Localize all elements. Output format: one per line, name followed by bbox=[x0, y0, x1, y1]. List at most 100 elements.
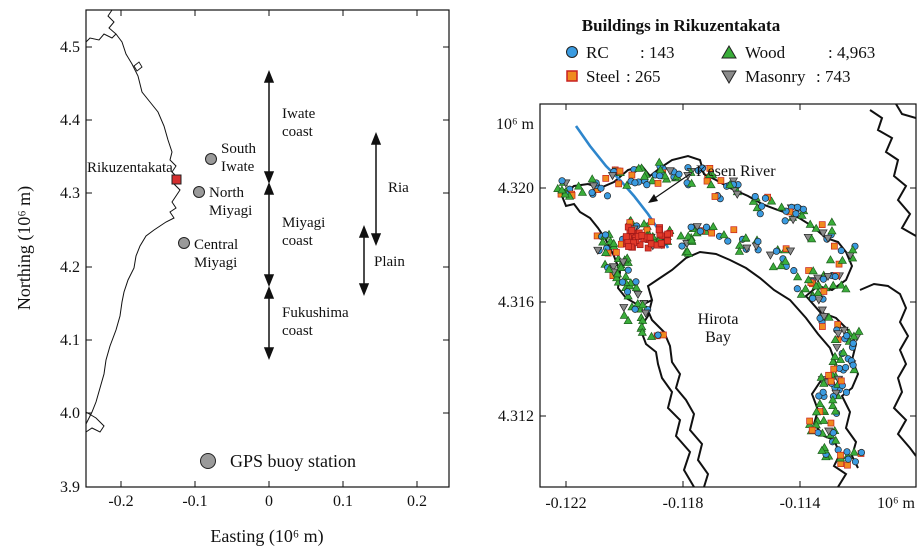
river-pointer bbox=[651, 173, 691, 201]
building-marker bbox=[837, 255, 848, 264]
building-marker bbox=[633, 290, 643, 300]
building-marker bbox=[772, 247, 781, 255]
building-marker bbox=[631, 305, 639, 313]
building-marker bbox=[613, 248, 620, 256]
building-marker bbox=[711, 193, 719, 200]
building-marker bbox=[619, 310, 629, 319]
bay-label-line: Bay bbox=[705, 329, 731, 346]
building-marker bbox=[655, 165, 666, 174]
coast-label-line: coast bbox=[282, 233, 314, 249]
legend-marker-rc bbox=[566, 46, 578, 58]
building-marker bbox=[557, 185, 567, 194]
building-marker bbox=[854, 326, 864, 335]
building-marker bbox=[836, 280, 846, 289]
building-marker bbox=[818, 221, 826, 228]
building-marker bbox=[708, 229, 716, 237]
building-marker bbox=[741, 233, 751, 242]
building-marker bbox=[683, 231, 693, 240]
building-marker bbox=[849, 361, 857, 369]
legend-count-rc: : 143 bbox=[640, 43, 674, 62]
building-marker bbox=[837, 247, 845, 255]
coastal-island bbox=[133, 61, 143, 72]
building-marker bbox=[725, 180, 735, 189]
city-label: Rikuzentakata bbox=[87, 160, 173, 176]
building-marker bbox=[734, 246, 745, 255]
building-marker bbox=[843, 448, 851, 456]
building-marker bbox=[857, 448, 866, 457]
building-marker bbox=[817, 306, 827, 315]
left-coastline bbox=[85, 9, 181, 425]
x-tick-label: -0.118 bbox=[663, 495, 704, 512]
building-marker bbox=[633, 298, 643, 308]
building-marker bbox=[631, 179, 639, 187]
building-marker bbox=[646, 331, 657, 340]
building-marker bbox=[819, 275, 828, 283]
building-marker bbox=[624, 288, 632, 296]
building-marker bbox=[638, 232, 646, 239]
building-marker bbox=[828, 280, 838, 289]
building-marker bbox=[708, 221, 718, 231]
building-marker bbox=[628, 227, 636, 234]
station-label-line: North bbox=[209, 185, 244, 201]
building-marker bbox=[848, 245, 858, 254]
building-marker bbox=[646, 233, 654, 241]
gps-legend-label: GPS buoy station bbox=[230, 451, 356, 471]
right-map: Buildings in Rikuzentakata RC : 143 Wood… bbox=[496, 16, 917, 512]
legend-marker-steel bbox=[566, 70, 578, 82]
building-marker bbox=[724, 237, 732, 245]
building-marker bbox=[704, 169, 715, 179]
legend-label-masonry: Masonry bbox=[745, 67, 806, 86]
building-marker bbox=[827, 419, 835, 427]
building-marker bbox=[766, 196, 777, 205]
building-marker bbox=[807, 234, 817, 243]
x-tick-label: -0.2 bbox=[108, 493, 133, 510]
building-marker bbox=[643, 181, 651, 189]
building-marker bbox=[834, 321, 842, 328]
left-x-axis: -0.2 -0.1 0 0.1 0.2 bbox=[108, 10, 427, 510]
gps-station-central-miyagi bbox=[178, 237, 190, 249]
right-map-title: Buildings in Rikuzentakata bbox=[582, 16, 781, 35]
legend-label-wood: Wood bbox=[745, 43, 786, 62]
southern-lagoon bbox=[85, 411, 105, 433]
building-marker bbox=[827, 217, 837, 226]
building-marker bbox=[588, 189, 596, 197]
building-marker bbox=[648, 218, 655, 226]
building-marker bbox=[754, 237, 762, 245]
building-marker bbox=[837, 460, 845, 467]
building-marker bbox=[602, 175, 610, 182]
building-marker bbox=[761, 194, 769, 202]
building-marker bbox=[837, 377, 845, 385]
building-marker bbox=[768, 262, 778, 271]
gps-legend-marker bbox=[200, 453, 216, 469]
legend-label-rc: RC bbox=[586, 43, 609, 62]
building-marker bbox=[560, 189, 570, 198]
building-marker bbox=[609, 238, 619, 247]
building-marker bbox=[732, 190, 742, 199]
right-coastline bbox=[561, 104, 916, 487]
building-marker bbox=[656, 172, 664, 180]
river-label: Kesen River bbox=[696, 163, 776, 180]
building-marker bbox=[637, 300, 648, 309]
building-marker bbox=[833, 330, 843, 339]
building-marker bbox=[805, 219, 815, 228]
building-marker bbox=[776, 202, 787, 211]
building-marker bbox=[702, 223, 711, 231]
building-marker bbox=[825, 371, 832, 379]
building-marker bbox=[832, 344, 842, 353]
building-marker bbox=[593, 246, 603, 255]
building-marker bbox=[654, 157, 664, 166]
building-marker bbox=[622, 180, 632, 189]
legend-label-steel: Steel bbox=[586, 67, 620, 86]
building-marker bbox=[687, 235, 697, 244]
building-marker bbox=[706, 164, 714, 172]
right-y-axis: 4.320 4.316 4.312 10⁶ m bbox=[496, 116, 916, 425]
legend-count-masonry: : 743 bbox=[816, 67, 850, 86]
building-marker bbox=[809, 294, 817, 302]
building-marker bbox=[813, 274, 823, 283]
building-marker bbox=[815, 399, 825, 408]
coast-label-line: Fukushima bbox=[282, 305, 349, 321]
right-map-frame bbox=[539, 103, 917, 488]
left-map-frame bbox=[85, 9, 450, 488]
y-tick-label: 4.316 bbox=[498, 294, 534, 311]
building-marker bbox=[612, 269, 623, 278]
